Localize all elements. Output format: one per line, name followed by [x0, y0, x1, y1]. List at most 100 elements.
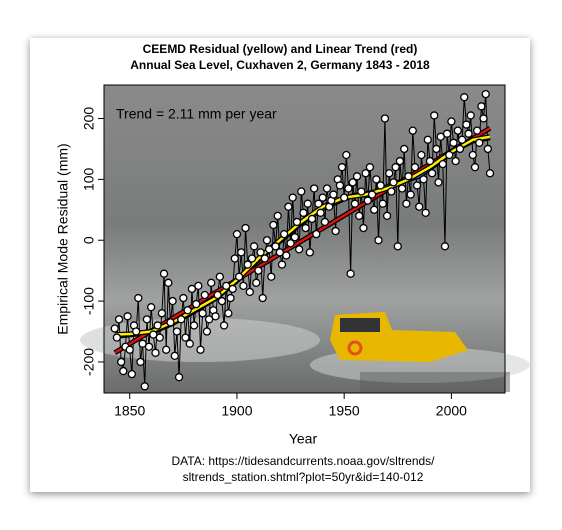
data-point [181, 333, 190, 342]
data-point [164, 278, 173, 287]
data-point [185, 339, 194, 348]
data-point [380, 114, 390, 123]
data-point [140, 382, 149, 391]
data-point [421, 208, 430, 217]
data-point [243, 260, 252, 269]
data-point [440, 242, 450, 251]
data-point [168, 296, 177, 306]
data-point [423, 135, 432, 144]
data-point [363, 196, 372, 205]
data-point [367, 190, 377, 199]
data-point [314, 199, 323, 208]
data-point [189, 321, 199, 330]
y-tick-label: 100 [81, 167, 97, 191]
data-point [119, 366, 128, 376]
data-point [436, 132, 445, 141]
data-point [267, 272, 276, 281]
data-point [348, 178, 357, 187]
data-point [406, 190, 415, 199]
data-point [303, 199, 312, 208]
data-point [155, 333, 164, 342]
data-point [438, 159, 447, 169]
data-point [361, 169, 370, 178]
data-point [318, 193, 327, 202]
data-point [252, 278, 261, 287]
data-point [395, 156, 405, 166]
data-point [239, 281, 248, 291]
data-point [374, 236, 383, 245]
data-point [378, 199, 387, 208]
data-point [479, 114, 488, 123]
data-point [481, 89, 490, 99]
data-point [237, 248, 246, 257]
data-point [170, 351, 179, 361]
x-tick-label: 2000 [436, 403, 467, 419]
data-point [222, 281, 231, 291]
data-point [485, 169, 495, 178]
data-point [344, 184, 353, 193]
data-point [215, 272, 224, 281]
smooth-line [114, 127, 491, 354]
data-point [264, 245, 274, 254]
data-point [425, 156, 435, 166]
data-point [464, 129, 473, 138]
data-point [162, 345, 171, 354]
x-axis-label: Year [289, 431, 318, 447]
data-point [279, 229, 289, 239]
data-point [355, 211, 364, 221]
data-point [387, 187, 396, 196]
data-point [447, 117, 456, 126]
data-point [427, 169, 437, 178]
data-point [123, 312, 132, 321]
data-point [376, 181, 385, 190]
data-point [393, 242, 402, 251]
data-point [230, 254, 239, 263]
y-axis-label: Empirical Mode Residual (mm) [55, 143, 71, 334]
data-point [301, 223, 310, 233]
data-point [453, 126, 462, 135]
data-point [297, 187, 306, 196]
data-point [159, 269, 169, 278]
data-point [468, 150, 477, 160]
data-point [110, 324, 119, 333]
data-point [430, 111, 439, 120]
data-point [417, 150, 426, 160]
data-point [462, 120, 471, 129]
data-point [451, 156, 460, 166]
data-point [241, 223, 250, 233]
data-point [219, 321, 229, 330]
data-point [292, 217, 302, 227]
annotation: Trend = 2.11 mm per year [116, 106, 277, 122]
data-point [294, 245, 304, 254]
data-point [247, 254, 257, 263]
data-point [350, 199, 360, 208]
data-point [196, 345, 205, 354]
data-point [475, 138, 484, 147]
data-point [432, 144, 441, 154]
data-point [288, 193, 297, 202]
data-point [483, 144, 492, 154]
data-point [284, 202, 293, 211]
data-point [402, 199, 411, 208]
data-point [187, 284, 197, 294]
data-point [153, 321, 162, 330]
data-point [309, 184, 319, 193]
data-point [449, 138, 458, 147]
data-point [262, 236, 272, 245]
source-note: sltrends_station.shtml?plot=50yr&id=140-… [183, 470, 424, 484]
data-point [335, 181, 345, 190]
data-point [410, 163, 420, 172]
data-point [174, 373, 184, 382]
data-point [194, 281, 203, 291]
data-point [455, 144, 465, 154]
data-point [249, 242, 259, 251]
data-point [290, 233, 300, 242]
data-point [419, 175, 428, 184]
data-point [282, 251, 291, 260]
data-point [202, 327, 212, 336]
data-point [226, 293, 235, 303]
data-point [198, 309, 207, 318]
data-point [136, 357, 145, 367]
data-point [142, 315, 152, 324]
data-point [472, 126, 482, 135]
